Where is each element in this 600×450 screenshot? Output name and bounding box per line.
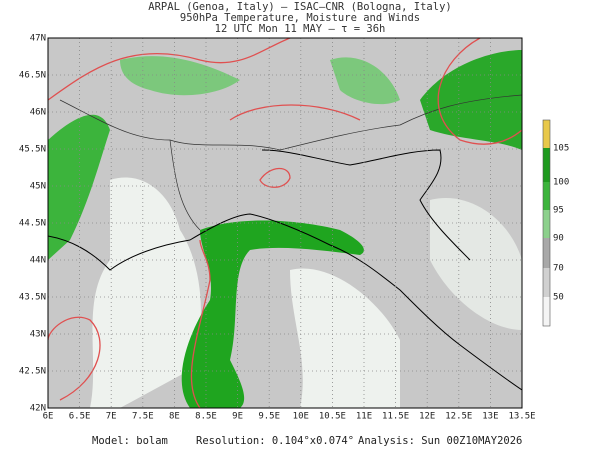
dry-area	[290, 268, 400, 408]
colorbar-label: 70	[553, 264, 564, 274]
lat-label: 46N	[30, 108, 46, 118]
coastline	[48, 213, 522, 391]
lon-label: 6.5E	[69, 412, 91, 422]
graticule: 6E 6.5E 7E 7.5E 8E 8.5E 9E 9.5E 10E 10.5E 11E 11.5E…	[19, 34, 536, 422]
colorbar-segment	[543, 120, 550, 148]
lon-label: 6E	[43, 412, 54, 422]
coastline	[261, 149, 471, 261]
moist-area	[330, 57, 400, 105]
colorbar-segment	[543, 268, 550, 297]
lon-label: 9.5E	[258, 412, 280, 422]
lat-label: 47N	[30, 34, 46, 44]
isotherm	[259, 167, 291, 188]
lat-label: 44N	[30, 256, 46, 266]
lat-label: 43N	[30, 330, 46, 340]
isotherm	[229, 104, 361, 121]
lon-label: 10.5E	[319, 412, 346, 422]
colorbar-segment	[543, 238, 550, 268]
lat-label: 46.5N	[19, 71, 46, 81]
lat-label: 42.5N	[19, 367, 46, 377]
lon-label: 8.5E	[195, 412, 217, 422]
colorbar-segment	[543, 297, 550, 326]
isotherm	[190, 239, 211, 408]
colorbar-segment	[543, 210, 550, 238]
colorbar: 105 100 95 90 70 50	[542, 119, 569, 327]
lon-label: 13.5E	[508, 412, 535, 422]
lon-label: 11.5E	[382, 412, 409, 422]
lat-label: 45N	[30, 182, 46, 192]
map-frame	[47, 37, 523, 409]
isotherm	[48, 316, 101, 401]
colorbar-segment	[543, 148, 550, 182]
lon-label: 13E	[482, 412, 498, 422]
lat-label: 45.5N	[19, 145, 46, 155]
footer-resolution: Resolution: 0.104°x0.074°	[196, 435, 354, 447]
footer-model: Model: bolam	[92, 435, 168, 447]
isotherm	[48, 38, 291, 101]
moist-area	[181, 220, 364, 408]
header-line: 12 UTC Mon 11 MAY – τ = 36h	[215, 23, 386, 35]
isotherm	[437, 38, 522, 145]
lon-label: 7E	[106, 412, 117, 422]
header-line: ARPAL (Genoa, Italy) – ISAC–CNR (Bologna…	[148, 1, 451, 13]
lon-label: 11E	[356, 412, 372, 422]
lon-label: 7.5E	[132, 412, 154, 422]
moist-area	[120, 56, 240, 96]
lon-label: 10E	[293, 412, 309, 422]
moist-area	[48, 114, 110, 260]
colorbar-label: 100	[553, 178, 569, 188]
border	[59, 94, 522, 151]
lon-label: 12.5E	[445, 412, 472, 422]
colorbar-segment	[543, 182, 550, 210]
lat-label: 43.5N	[19, 293, 46, 303]
border	[169, 139, 201, 231]
colorbar-label: 50	[553, 293, 564, 303]
dry-area	[430, 198, 522, 330]
lat-label: 42N	[30, 404, 46, 414]
footer-analysis: Analysis: Sun 00Z10MAY2026	[358, 435, 522, 447]
colorbar-label: 90	[553, 234, 564, 244]
header-line: 950hPa Temperature, Moisture and Winds	[180, 12, 420, 24]
colorbar-label: 95	[553, 206, 564, 216]
colorbar-frame	[542, 119, 551, 327]
lat-label: 44.5N	[19, 219, 46, 229]
lon-label: 8E	[169, 412, 180, 422]
lon-label: 9E	[232, 412, 243, 422]
lon-label: 12E	[419, 412, 435, 422]
dry-area	[90, 177, 201, 408]
colorbar-label: 105	[553, 144, 569, 154]
